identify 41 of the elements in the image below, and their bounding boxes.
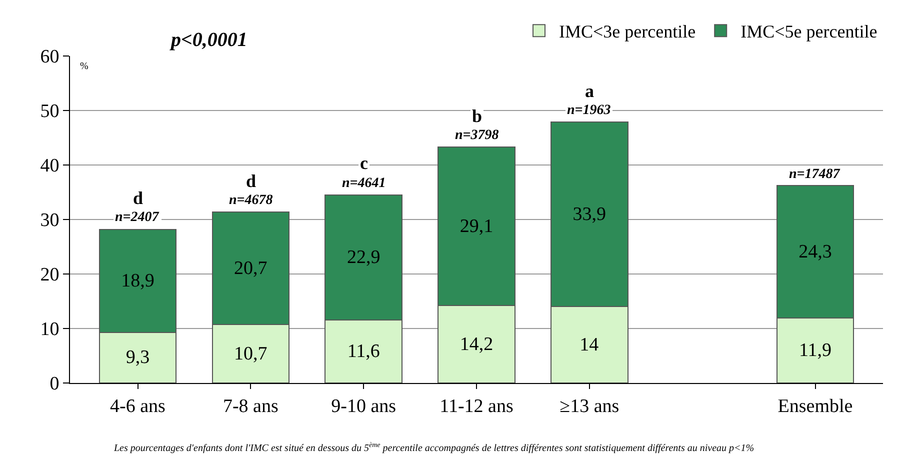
y-tick-label: 60 [40,46,60,68]
annotation: n=4641 [342,176,386,191]
y-tick-label: 50 [40,101,60,122]
data-label: 18,9 [121,270,154,292]
data-label: 11,9 [798,340,832,362]
data-label: 14,2 [460,334,494,355]
data-label: 14 [580,334,600,356]
text: Les pourcentages d'enfants dont l'IMC est situé en dessous du 5$^{ème}$ percentile accompagnés de lettres différentes sont statistiquement différents au niveau p<1% [113,441,754,454]
data-label: 11,6 [347,340,380,362]
y-tick-label: 40 [40,156,60,177]
annotation: d [246,171,256,191]
annotation: n=2407 [115,210,160,225]
legend-label: IMC<3e percentile [559,22,696,42]
x-tick-label: 4-6 ans [110,396,166,417]
x-tick-label: Ensemble [778,396,853,417]
annotation: n=3798 [455,128,499,143]
annotation: c [360,153,368,173]
y-tick-label: 0 [50,374,60,395]
annotation: b [472,106,482,126]
data-label: 24,3 [798,241,832,262]
y-tick-label: 30 [40,210,60,232]
data-label: 9,3 [126,347,150,368]
data-label: 10,7 [234,343,268,364]
annotation: n=4678 [229,193,273,208]
x-tick-label: 9-10 ans [331,396,396,417]
annotation: n=17487 [789,167,841,182]
legend-label: IMC<5e percentile [740,22,878,42]
x-tick-label: 11-12 ans [440,396,514,417]
y-tick-label: 20 [40,264,60,286]
data-label: 33,9 [572,204,606,225]
annotation: d [133,188,144,208]
x-tick-label: ≥13 ans [560,396,620,417]
annotation: % [80,61,88,72]
data-label: 22,9 [346,246,380,268]
data-label: 29,1 [460,216,494,237]
x-tick-label: 7-8 ans [222,396,278,417]
annotation: n=1963 [567,103,611,118]
annotation: a [585,81,594,101]
data-label: 20,7 [234,258,268,279]
y-tick-label: 10 [40,319,60,340]
text: p<0,0001 [169,29,248,51]
